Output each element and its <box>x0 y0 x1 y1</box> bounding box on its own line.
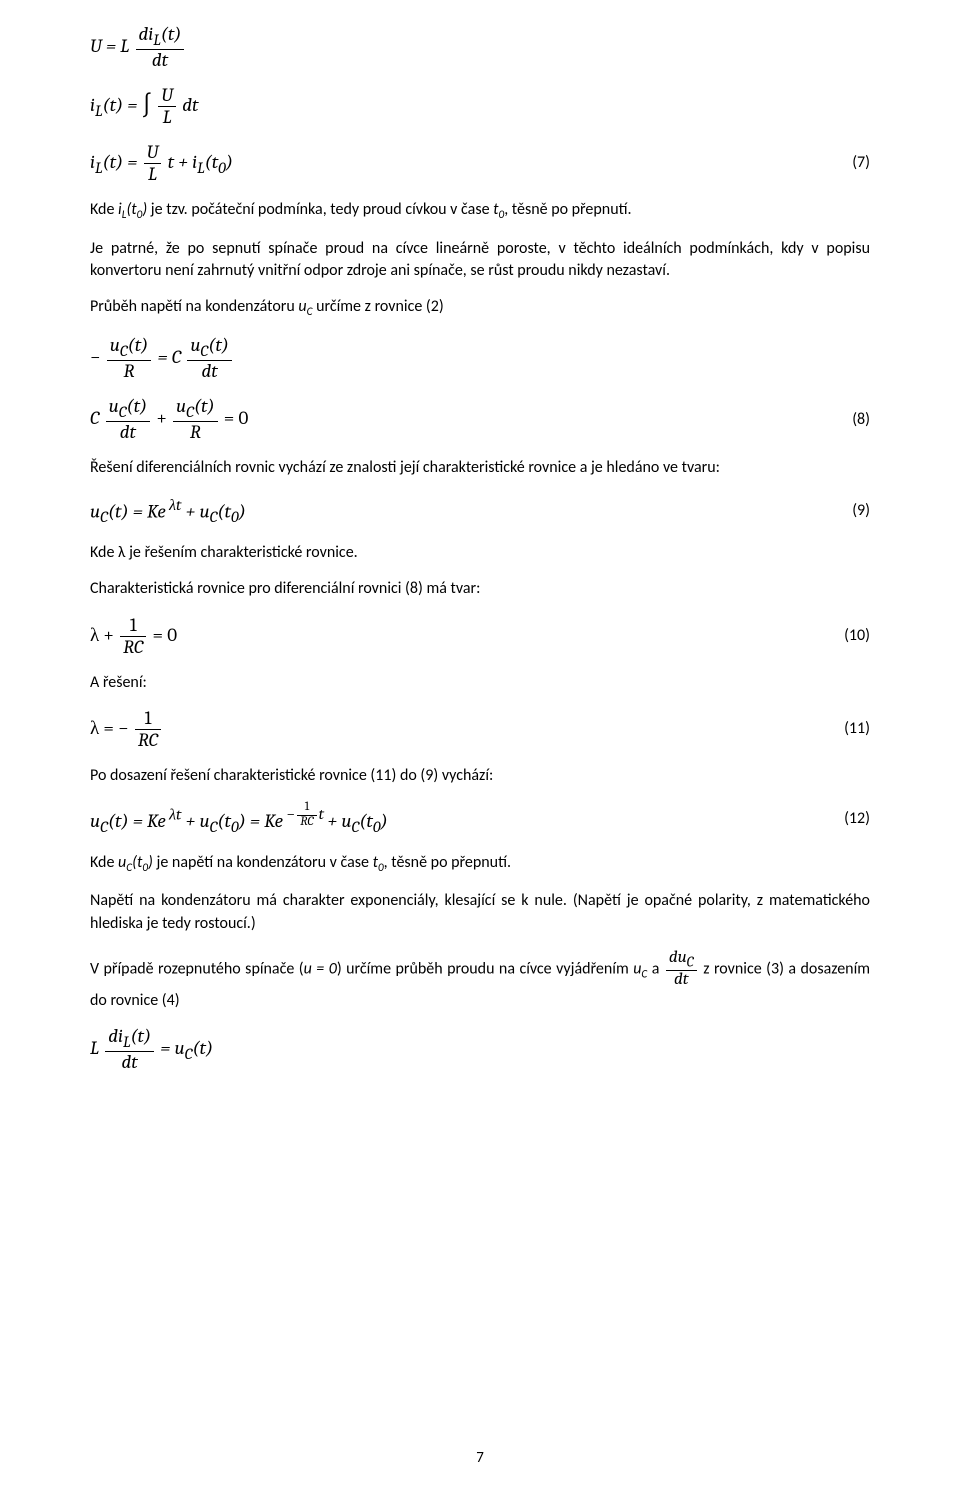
paragraph-characteristic-eq: Charakteristická rovnice pro diferenciál… <box>90 578 870 600</box>
equation-number: (8) <box>832 409 870 431</box>
paragraph-and-solution: A řešení: <box>90 672 870 694</box>
equation-11: λ = − 1 RC (11) <box>90 708 870 751</box>
paragraph-substitution: Po dosazení řešení charakteristické rovn… <box>90 765 870 787</box>
page-number: 7 <box>0 1448 960 1469</box>
equation-content: − uC(t) R = C uC(t) dt <box>90 335 870 382</box>
equation-content: λ = − 1 RC <box>90 708 824 751</box>
equation-l-dildt-uc: L diL(t) dt = uC(t) <box>90 1026 870 1073</box>
equation-content: uC(t) = Ke λt + uC(t0) = Ke − 1 RC t + u… <box>90 801 824 837</box>
paragraph-switch-open: V případě rozepnutého spínače (u = 0) ur… <box>90 949 870 1012</box>
equation-number: (10) <box>824 625 870 647</box>
paragraph-diff-eq-solution: Řešení diferenciálních rovnic vychází ze… <box>90 457 870 479</box>
equation-content: L diL(t) dt = uC(t) <box>90 1026 870 1073</box>
equation-number: (9) <box>832 500 870 522</box>
equation-content: C uC(t) dt + uC(t) R = 0 <box>90 396 832 443</box>
equation-content: uC(t) = Ke λt + uC(t0) <box>90 494 832 528</box>
equation-12: uC(t) = Ke λt + uC(t0) = Ke − 1 RC t + u… <box>90 801 870 837</box>
equation-10: λ + 1 RC = 0 (10) <box>90 615 870 658</box>
equation-8: C uC(t) dt + uC(t) R = 0 (8) <box>90 396 870 443</box>
equation-content: iL(t) = ∫ U L dt <box>90 85 870 128</box>
paragraph-initial-condition-current: Kde iL(t0) je tzv. počáteční podmínka, t… <box>90 199 870 224</box>
equation-uc-derivation-1: − uC(t) R = C uC(t) dt <box>90 335 870 382</box>
equation-9: uC(t) = Ke λt + uC(t0) (9) <box>90 494 870 528</box>
equation-content: U = L diL(t) dt <box>90 24 870 71</box>
equation-il-integral: iL(t) = ∫ U L dt <box>90 85 870 128</box>
paragraph-initial-condition-voltage: Kde uC(t0) je napětí na kondenzátoru v č… <box>90 852 870 877</box>
paragraph-linear-growth: Je patrné, že po sepnutí spínače proud n… <box>90 238 870 283</box>
equation-7: iL(t) = U L t + iL(t0) (7) <box>90 142 870 185</box>
paragraph-exponential-character: Napětí na kondenzátoru má charakter expo… <box>90 890 870 935</box>
equation-number: (11) <box>824 718 870 740</box>
paragraph-capacitor-voltage: Průběh napětí na kondenzátoru uC určíme … <box>90 296 870 321</box>
equation-u-l-dildt: U = L diL(t) dt <box>90 24 870 71</box>
equation-number: (7) <box>832 152 870 174</box>
equation-content: λ + 1 RC = 0 <box>90 615 824 658</box>
equation-number: (12) <box>824 808 870 830</box>
equation-content: iL(t) = U L t + iL(t0) <box>90 142 832 185</box>
paragraph-lambda-solution: Kde λ je řešením charakteristické rovnic… <box>90 542 870 564</box>
